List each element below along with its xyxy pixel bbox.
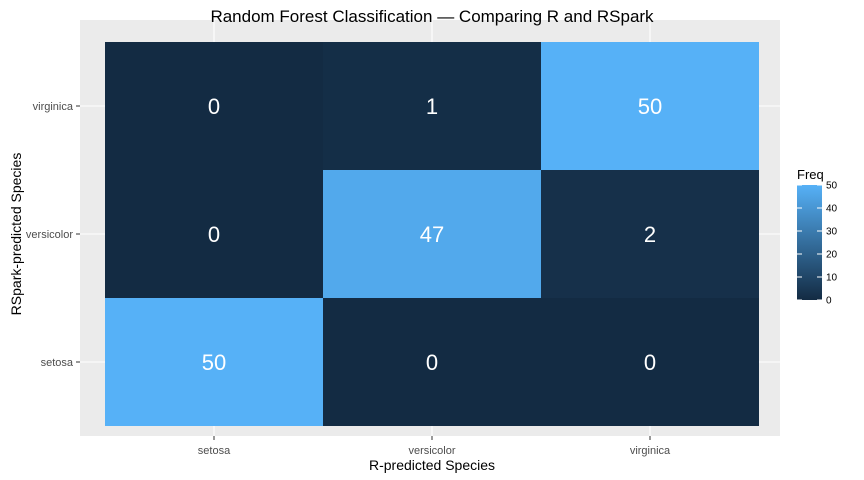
heatmap-cell bbox=[541, 298, 759, 426]
legend-tick-label: 40 bbox=[826, 204, 838, 215]
heatmap-cell bbox=[323, 298, 541, 426]
legend-ticks: 0 10 20 30 40 50 bbox=[797, 181, 838, 307]
legend-tick-label: 50 bbox=[826, 181, 838, 192]
heatmap-cell bbox=[541, 42, 759, 170]
y-tick-label: virginica bbox=[33, 101, 74, 113]
x-axis-title: R-predicted Species bbox=[369, 457, 495, 473]
heatmap-cell bbox=[105, 170, 323, 298]
cell-value-label: 2 bbox=[644, 222, 656, 247]
legend-title: Freq bbox=[797, 167, 824, 182]
legend-tick-label: 10 bbox=[826, 273, 838, 284]
cell-value-label: 47 bbox=[420, 222, 444, 247]
legend-tick-label: 0 bbox=[826, 296, 832, 307]
legend-colorbar bbox=[797, 185, 822, 300]
heatmap-cell bbox=[323, 170, 541, 298]
x-tick-label: setosa bbox=[198, 445, 231, 457]
y-tick-label: versicolor bbox=[26, 229, 73, 241]
chart-title: Random Forest Classification — Comparing… bbox=[210, 7, 654, 26]
cell-value-label: 0 bbox=[208, 222, 220, 247]
x-tick-label: versicolor bbox=[408, 445, 455, 457]
y-axis: setosa versicolor virginica bbox=[26, 101, 80, 369]
cell-value-label: 0 bbox=[208, 94, 220, 119]
heatmap-cell bbox=[541, 170, 759, 298]
heatmap-cell bbox=[323, 42, 541, 170]
legend-tick-label: 20 bbox=[826, 250, 838, 261]
legend-tick-label: 30 bbox=[826, 227, 838, 238]
y-axis-title: RSpark-predicted Species bbox=[8, 153, 24, 316]
x-tick-label: virginica bbox=[630, 445, 671, 457]
x-axis: setosa versicolor virginica bbox=[198, 436, 671, 457]
heatmap-cell bbox=[105, 42, 323, 170]
heatmap-cell-labels: 50 0 0 0 47 2 0 1 50 bbox=[202, 94, 662, 375]
heatmap-cell bbox=[105, 298, 323, 426]
cell-value-label: 50 bbox=[638, 94, 662, 119]
heatmap-cells bbox=[105, 42, 759, 426]
cell-value-label: 0 bbox=[644, 350, 656, 375]
y-tick-label: setosa bbox=[41, 357, 74, 369]
legend: Freq 0 10 20 30 40 50 bbox=[797, 167, 838, 307]
cell-value-label: 0 bbox=[426, 350, 438, 375]
cell-value-label: 1 bbox=[426, 94, 438, 119]
cell-value-label: 50 bbox=[202, 350, 226, 375]
